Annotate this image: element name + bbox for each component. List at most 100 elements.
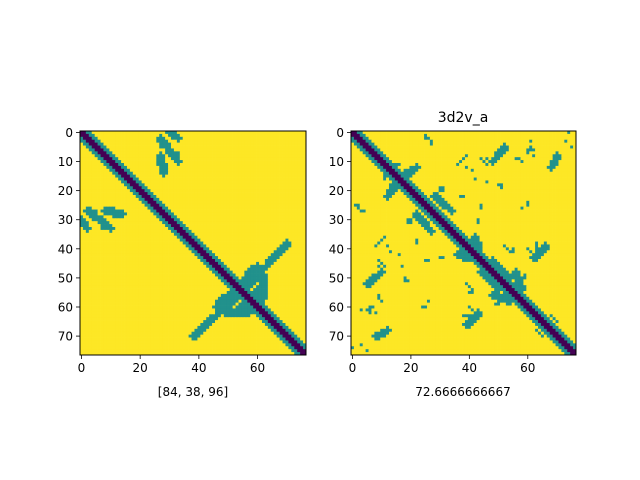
left-map-cell xyxy=(129,218,134,222)
left-map-cell xyxy=(261,186,266,190)
left-map-cell xyxy=(176,151,181,155)
left-map-cell xyxy=(173,218,178,222)
left-map-cell xyxy=(135,145,140,149)
left-map-cell xyxy=(282,267,286,271)
left-map-cell xyxy=(203,139,207,143)
left-map-cell xyxy=(185,168,189,173)
left-map-cell xyxy=(253,145,257,149)
left-map-cell xyxy=(215,270,219,274)
left-map-cell xyxy=(256,218,260,222)
left-map-cell xyxy=(138,302,142,306)
left-map-cell xyxy=(91,131,96,135)
left-map-cell xyxy=(273,148,277,152)
left-map-cell xyxy=(244,218,248,222)
left-map-cell xyxy=(179,215,184,219)
left-map-cell xyxy=(241,154,245,158)
left-map-cell xyxy=(173,174,178,178)
left-map-cell xyxy=(217,311,222,315)
left-map-cell xyxy=(238,224,242,228)
left-map-cell xyxy=(282,291,286,295)
left-map-cell xyxy=(226,165,231,170)
left-map-cell xyxy=(80,267,84,271)
left-map-cell xyxy=(176,186,181,190)
left-map-cell xyxy=(170,229,175,234)
left-map-cell xyxy=(129,174,134,178)
left-map-cell xyxy=(226,276,231,280)
left-map-cell xyxy=(241,305,245,309)
left-map-cell xyxy=(203,244,207,248)
left-map-cell xyxy=(300,212,304,216)
left-map-cell xyxy=(206,279,210,283)
left-map-cell xyxy=(173,148,178,152)
left-map-cell xyxy=(150,165,154,170)
left-map-cell xyxy=(126,291,131,295)
left-map-cell xyxy=(97,244,101,248)
left-map-cell xyxy=(150,157,154,161)
left-map-cell xyxy=(212,136,216,141)
left-map-cell xyxy=(276,212,280,216)
left-map-cell xyxy=(259,296,263,301)
left-map-cell xyxy=(150,288,154,292)
left-map-cell xyxy=(126,139,131,143)
left-map-cell xyxy=(82,273,87,277)
left-map-cell xyxy=(291,131,295,135)
left-map-cell xyxy=(235,317,239,321)
left-map-cell xyxy=(106,241,110,245)
left-map-cell xyxy=(132,177,137,181)
left-map-cell xyxy=(141,232,145,237)
left-map-cell xyxy=(176,270,181,274)
left-map-cell xyxy=(80,253,84,257)
left-map-cell xyxy=(282,136,286,141)
left-map-cell xyxy=(156,308,160,312)
left-map-cell xyxy=(173,314,178,318)
left-map-cell xyxy=(197,253,201,257)
left-map-cell xyxy=(273,133,277,138)
left-map-cell xyxy=(129,279,134,283)
left-map-cell xyxy=(144,261,148,266)
left-map-cell xyxy=(261,261,266,266)
left-map-cell xyxy=(132,305,137,309)
left-map-cell xyxy=(276,229,280,234)
left-map-cell xyxy=(291,227,295,231)
left-map-cell xyxy=(176,145,181,149)
left-map-cell xyxy=(270,238,275,242)
left-map-cell xyxy=(288,311,292,315)
left-map-cell xyxy=(156,180,160,184)
left-map-cell xyxy=(270,308,275,312)
left-map-cell xyxy=(288,215,292,219)
left-map-cell xyxy=(85,221,90,225)
left-map-cell xyxy=(226,299,231,303)
left-map-cell xyxy=(153,171,157,175)
left-map-cell xyxy=(147,206,151,210)
left-map-cell xyxy=(226,291,231,295)
left-map-cell xyxy=(112,200,116,205)
left-map-cell xyxy=(135,253,140,257)
left-map-cell xyxy=(256,224,260,228)
left-map-cell xyxy=(159,314,163,318)
left-map-cell xyxy=(217,244,222,248)
left-map-cell xyxy=(244,212,248,216)
left-map-cell xyxy=(103,247,107,251)
left-map-cell xyxy=(97,273,101,277)
left-map-cell xyxy=(141,145,145,149)
left-map-cell xyxy=(88,317,93,321)
left-map-cell xyxy=(217,264,222,269)
left-map-cell xyxy=(138,291,142,295)
left-map-cell xyxy=(209,305,213,309)
left-map-cell xyxy=(173,232,178,237)
left-map-cell xyxy=(209,142,213,146)
left-map-cell xyxy=(206,302,210,306)
left-map-cell xyxy=(135,151,140,155)
left-map-cell xyxy=(85,238,90,242)
left-map-cell xyxy=(220,291,225,295)
left-map-cell xyxy=(91,250,96,254)
left-map-cell xyxy=(209,218,213,222)
left-map-cell xyxy=(165,227,169,231)
left-map-cell xyxy=(250,209,254,213)
left-map-cell xyxy=(200,288,204,292)
left-map-cell xyxy=(294,267,298,271)
left-map-cell xyxy=(238,314,242,318)
left-map-cell xyxy=(100,148,104,152)
left-map-cell xyxy=(179,180,184,184)
left-map-cell xyxy=(82,241,87,245)
